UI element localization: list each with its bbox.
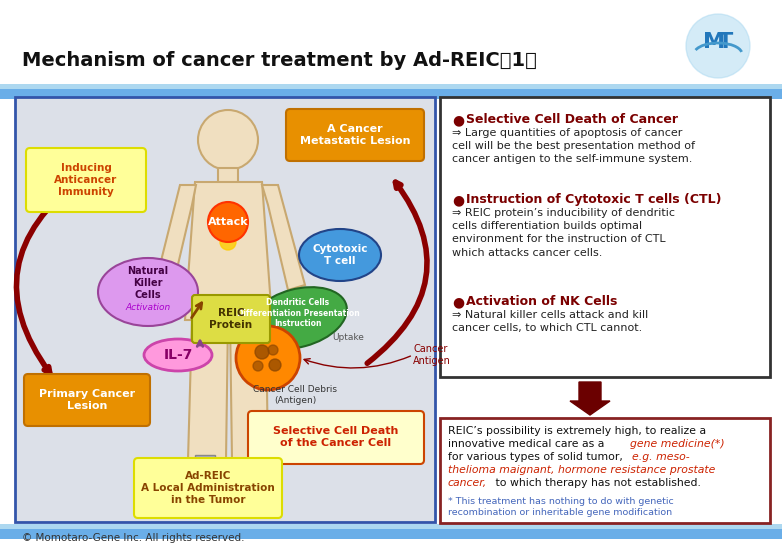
Text: Selective Cell Death
of the Cancer Cell: Selective Cell Death of the Cancer Cell bbox=[274, 426, 399, 448]
Circle shape bbox=[253, 361, 263, 371]
Circle shape bbox=[216, 217, 226, 227]
Circle shape bbox=[686, 14, 750, 78]
Bar bbox=[440, 418, 770, 523]
Text: e.g. meso-: e.g. meso- bbox=[632, 452, 690, 462]
Text: Activation of NK Cells: Activation of NK Cells bbox=[466, 295, 617, 308]
Bar bbox=[0, 84, 782, 89]
Circle shape bbox=[228, 222, 238, 232]
Text: ⇒ Large quantities of apoptosis of cancer
cell will be the best presentation met: ⇒ Large quantities of apoptosis of cance… bbox=[452, 128, 695, 164]
Bar bbox=[218, 168, 238, 183]
Text: Inducing
Anticancer
Immunity: Inducing Anticancer Immunity bbox=[55, 163, 117, 197]
Ellipse shape bbox=[299, 229, 381, 281]
Circle shape bbox=[220, 234, 236, 250]
Circle shape bbox=[218, 222, 228, 232]
Text: Activation: Activation bbox=[125, 304, 170, 312]
Circle shape bbox=[236, 326, 300, 390]
Text: Instruction of Cytotoxic T cells (CTL): Instruction of Cytotoxic T cells (CTL) bbox=[466, 193, 722, 206]
Polygon shape bbox=[262, 185, 305, 290]
Circle shape bbox=[198, 110, 258, 170]
Text: © Momotaro-Gene Inc. All rights reserved.: © Momotaro-Gene Inc. All rights reserved… bbox=[22, 533, 245, 543]
Text: REIC’s possibility is extremely high, to realize a: REIC’s possibility is extremely high, to… bbox=[448, 426, 706, 436]
FancyBboxPatch shape bbox=[24, 374, 150, 426]
Circle shape bbox=[268, 345, 278, 355]
Polygon shape bbox=[155, 185, 196, 290]
Text: ⇒ Natural killer cells attack and kill
cancer cells, to which CTL cannot.: ⇒ Natural killer cells attack and kill c… bbox=[452, 310, 648, 333]
Polygon shape bbox=[185, 182, 272, 320]
Ellipse shape bbox=[249, 287, 347, 349]
Text: Primary Cancer
Lesion: Primary Cancer Lesion bbox=[39, 389, 135, 411]
Text: for various types of solid tumor,: for various types of solid tumor, bbox=[448, 452, 626, 462]
Text: ●: ● bbox=[452, 113, 465, 127]
Text: gene medicine(*): gene medicine(*) bbox=[630, 439, 725, 449]
Text: Attack: Attack bbox=[208, 217, 249, 227]
Text: Dendritic Cells
Differentiation Presentation
Instruction: Dendritic Cells Differentiation Presenta… bbox=[237, 299, 360, 328]
Text: IL-7: IL-7 bbox=[163, 348, 192, 362]
Polygon shape bbox=[230, 318, 268, 460]
FancyBboxPatch shape bbox=[134, 458, 282, 518]
Bar bbox=[0, 524, 782, 529]
Bar bbox=[15, 97, 435, 522]
Text: * This treatment has nothing to do with genetic: * This treatment has nothing to do with … bbox=[448, 497, 674, 506]
Text: ⇒ REIC protein’s inducibility of dendritic
cells differentiation builds optimal
: ⇒ REIC protein’s inducibility of dendrit… bbox=[452, 208, 675, 257]
Circle shape bbox=[230, 217, 240, 227]
Circle shape bbox=[208, 202, 248, 242]
Text: cancer,: cancer, bbox=[448, 478, 487, 488]
Text: T: T bbox=[719, 32, 734, 52]
Text: Natural
Killer
Cells: Natural Killer Cells bbox=[127, 266, 169, 300]
Circle shape bbox=[218, 212, 228, 222]
Text: M: M bbox=[703, 32, 725, 52]
Text: thelioma maignant, hormone resistance prostate: thelioma maignant, hormone resistance pr… bbox=[448, 465, 716, 475]
Text: Cytotoxic
T cell: Cytotoxic T cell bbox=[312, 244, 368, 266]
Text: REIC
Protein: REIC Protein bbox=[210, 308, 253, 330]
Text: ●: ● bbox=[452, 295, 465, 309]
FancyBboxPatch shape bbox=[192, 295, 270, 343]
Text: recombination or inheritable gene modification: recombination or inheritable gene modifi… bbox=[448, 508, 672, 517]
Text: Cancer Cell Debris
(Antigen): Cancer Cell Debris (Antigen) bbox=[253, 386, 337, 405]
Circle shape bbox=[223, 210, 233, 220]
Text: Ad-REIC
A Local Administration
in the Tumor: Ad-REIC A Local Administration in the Tu… bbox=[141, 471, 275, 505]
Text: Uptake: Uptake bbox=[332, 333, 364, 342]
Circle shape bbox=[269, 359, 281, 371]
Text: A Cancer
Metastatic Lesion: A Cancer Metastatic Lesion bbox=[300, 124, 411, 146]
Text: ●: ● bbox=[452, 193, 465, 207]
FancyBboxPatch shape bbox=[286, 109, 424, 161]
Ellipse shape bbox=[98, 258, 198, 326]
FancyBboxPatch shape bbox=[26, 148, 146, 212]
Circle shape bbox=[255, 345, 269, 359]
Polygon shape bbox=[570, 382, 610, 415]
Bar bbox=[0, 528, 782, 539]
Polygon shape bbox=[195, 455, 215, 462]
Text: Selective Cell Death of Cancer: Selective Cell Death of Cancer bbox=[466, 113, 678, 126]
Ellipse shape bbox=[144, 339, 212, 371]
Text: Mechanism of cancer treatment by Ad-REIC（1）: Mechanism of cancer treatment by Ad-REIC… bbox=[22, 51, 537, 69]
Text: Cancer
Antigen: Cancer Antigen bbox=[413, 344, 451, 366]
FancyBboxPatch shape bbox=[248, 411, 424, 464]
Circle shape bbox=[228, 212, 238, 222]
Circle shape bbox=[223, 224, 233, 234]
Text: to which therapy has not established.: to which therapy has not established. bbox=[492, 478, 701, 488]
Polygon shape bbox=[188, 318, 228, 460]
Bar bbox=[440, 97, 770, 377]
Bar bbox=[0, 88, 782, 99]
Text: innovative medical care as a: innovative medical care as a bbox=[448, 439, 608, 449]
